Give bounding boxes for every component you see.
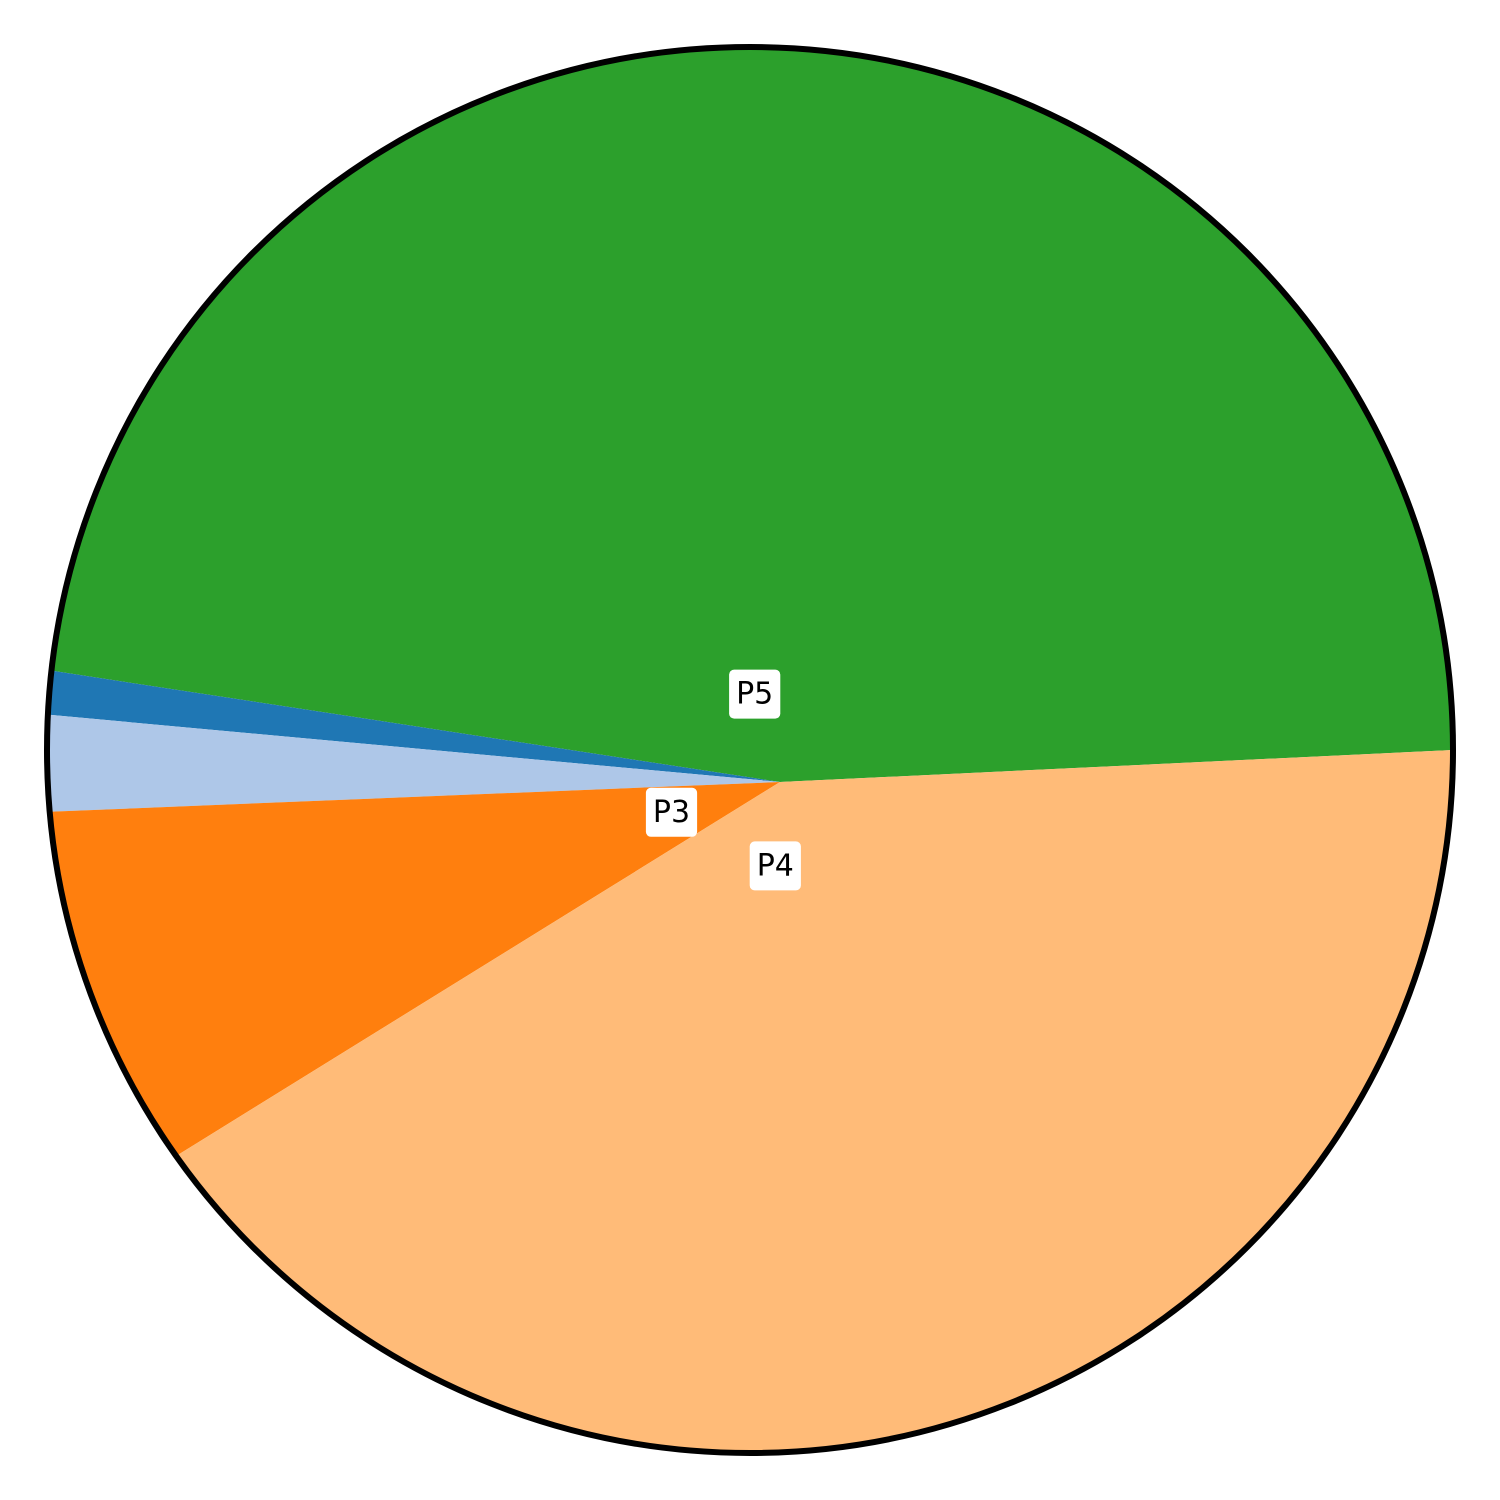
slice-label-p5: P5 (729, 669, 781, 719)
slice-label-text: P4 (757, 848, 794, 883)
slice-label-p3: P3 (645, 787, 698, 837)
slice-label-p4: P4 (749, 841, 801, 891)
pie-slice-p5 (51, 46, 1454, 782)
slice-labels: P5 P3 P4 (645, 669, 801, 891)
slice-label-box (749, 841, 801, 891)
pie-slices (47, 46, 1454, 1454)
slice-label-text: P3 (653, 795, 690, 830)
pie-slice-p3 (49, 782, 781, 1157)
pie-slice-p4 (176, 750, 1454, 1454)
pie-slice-1 (47, 670, 780, 782)
pie-outline (44, 44, 1456, 1456)
slice-label-box (729, 669, 781, 719)
slice-label-box (645, 787, 698, 837)
slice-label-text: P5 (736, 677, 773, 712)
pie-slice-2 (47, 714, 780, 812)
